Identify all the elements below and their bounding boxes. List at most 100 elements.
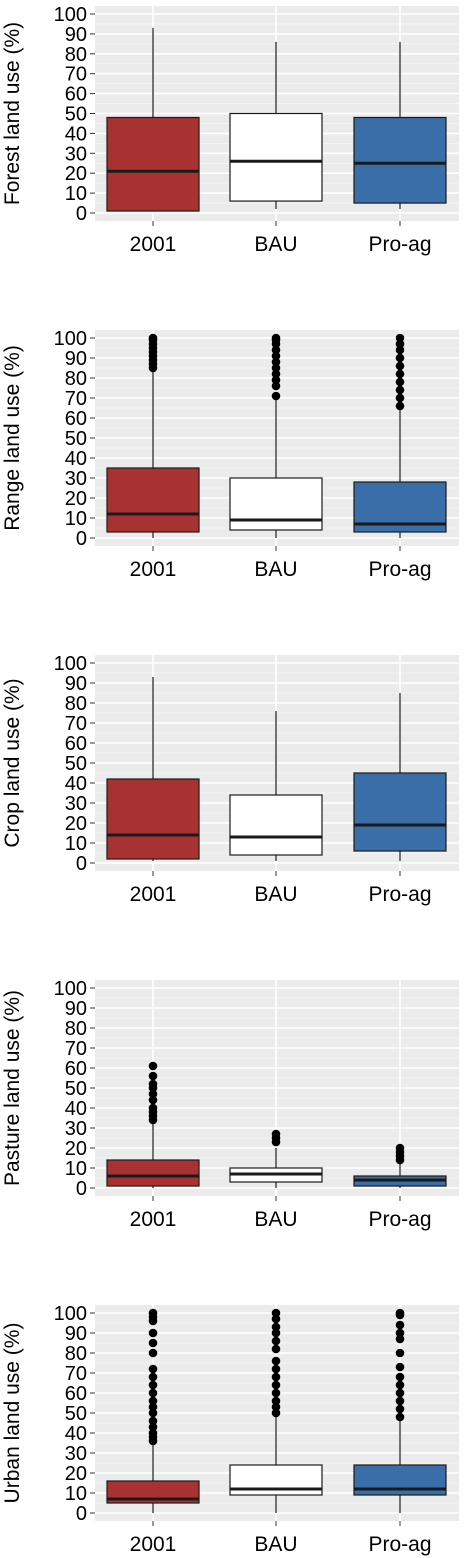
x-tick-label: 2001	[130, 1208, 177, 1231]
y-tick-label: 20	[65, 1463, 87, 1485]
outlier-point	[271, 381, 281, 391]
outlier-point	[148, 1095, 158, 1105]
y-tick-label: 40	[65, 123, 87, 145]
outlier-point	[395, 1348, 405, 1358]
outlier-point	[271, 363, 281, 373]
y-tick-label: 50	[65, 1403, 87, 1425]
outlier-point	[395, 1362, 405, 1372]
box-body	[229, 112, 323, 202]
y-tick-label: 10	[65, 508, 87, 530]
outlier-point	[271, 1396, 281, 1406]
box-body	[106, 116, 200, 212]
outlier-point	[271, 1328, 281, 1338]
box-2001	[106, 1308, 200, 1513]
y-axis-label: Pasture land use (%)	[1, 990, 24, 1186]
y-tick-label: 40	[65, 1423, 87, 1445]
x-tick-label: 2001	[130, 233, 177, 256]
outlier-point	[395, 1334, 405, 1344]
y-tick-label: 50	[65, 428, 87, 450]
y-tick-label: 50	[65, 104, 87, 126]
box-Pro-ag	[353, 1308, 447, 1513]
outlier-point	[395, 353, 405, 363]
y-axis-label: Forest land use (%)	[1, 22, 24, 205]
x-tick-label: BAU	[254, 558, 297, 581]
outlier-point	[395, 345, 405, 355]
y-tick-label: 80	[65, 1018, 87, 1040]
box-2001	[106, 1061, 200, 1188]
outlier-point	[395, 333, 405, 343]
outlier-point	[148, 1408, 158, 1418]
outlier-point	[271, 1129, 281, 1139]
y-tick-label: 70	[65, 388, 87, 410]
y-tick-label: 0	[76, 528, 87, 550]
y-tick-label: 70	[65, 1363, 87, 1385]
box-BAU	[229, 1308, 323, 1513]
y-axis-label: Urban land use (%)	[1, 1323, 24, 1504]
outlier-point	[271, 333, 281, 343]
outlier-point	[148, 1364, 158, 1374]
box-BAU	[229, 41, 323, 210]
x-tick-label: Pro-ag	[368, 558, 431, 581]
outlier-point	[271, 1322, 281, 1332]
outlier-point	[271, 357, 281, 367]
y-tick-label: 20	[65, 488, 87, 510]
x-tick-label: BAU	[254, 1208, 297, 1231]
box-Pro-ag	[353, 333, 447, 538]
outlier-point	[395, 1396, 405, 1406]
x-tick-label: BAU	[254, 883, 297, 906]
x-tick-label: 2001	[130, 558, 177, 581]
outlier-point	[148, 1372, 158, 1382]
y-tick-label: 40	[65, 1098, 87, 1120]
y-tick-label: 30	[65, 793, 87, 815]
outlier-point	[148, 1388, 158, 1398]
outlier-point	[395, 361, 405, 371]
box-2001	[106, 333, 200, 538]
y-tick-label: 90	[65, 1323, 87, 1345]
outlier-point	[395, 1388, 405, 1398]
outlier-point	[271, 369, 281, 379]
outlier-point	[271, 1408, 281, 1418]
outlier-point	[148, 1328, 158, 1338]
outlier-point	[271, 1356, 281, 1366]
y-tick-label: 100	[54, 1303, 87, 1325]
y-tick-label: 90	[65, 348, 87, 370]
outlier-point	[148, 1089, 158, 1099]
y-tick-label: 80	[65, 693, 87, 715]
outlier-point	[148, 1348, 158, 1358]
box-body	[229, 477, 323, 531]
outlier-point	[148, 1079, 158, 1089]
outlier-point	[148, 1103, 158, 1113]
y-tick-label: 100	[54, 978, 87, 1000]
outlier-point	[395, 1372, 405, 1382]
x-tick-label: BAU	[254, 233, 297, 256]
outlier-point	[148, 1071, 158, 1081]
y-tick-label: 60	[65, 408, 87, 430]
outlier-point	[395, 1143, 405, 1153]
box-body	[106, 778, 200, 860]
outlier-point	[148, 1061, 158, 1071]
outlier-point	[271, 345, 281, 355]
x-tick-label: BAU	[254, 1533, 297, 1556]
outlier-point	[148, 1396, 158, 1406]
y-tick-label: 60	[65, 733, 87, 755]
outlier-point	[271, 1308, 281, 1318]
y-tick-label: 20	[65, 813, 87, 835]
y-tick-label: 80	[65, 1343, 87, 1365]
outlier-point	[148, 333, 158, 343]
y-tick-label: 100	[54, 653, 87, 675]
y-tick-label: 10	[65, 183, 87, 205]
outlier-point	[395, 1380, 405, 1390]
box-BAU	[229, 333, 323, 538]
outlier-point	[271, 1388, 281, 1398]
x-tick-label: Pro-ag	[368, 883, 431, 906]
y-tick-label: 0	[76, 1178, 87, 1200]
outlier-point	[148, 1308, 158, 1318]
y-tick-label: 100	[54, 328, 87, 350]
y-tick-label: 70	[65, 1038, 87, 1060]
outlier-point	[271, 1380, 281, 1390]
y-tick-label: 60	[65, 1058, 87, 1080]
outlier-point	[271, 1402, 281, 1412]
x-tick-label: Pro-ag	[368, 233, 431, 256]
